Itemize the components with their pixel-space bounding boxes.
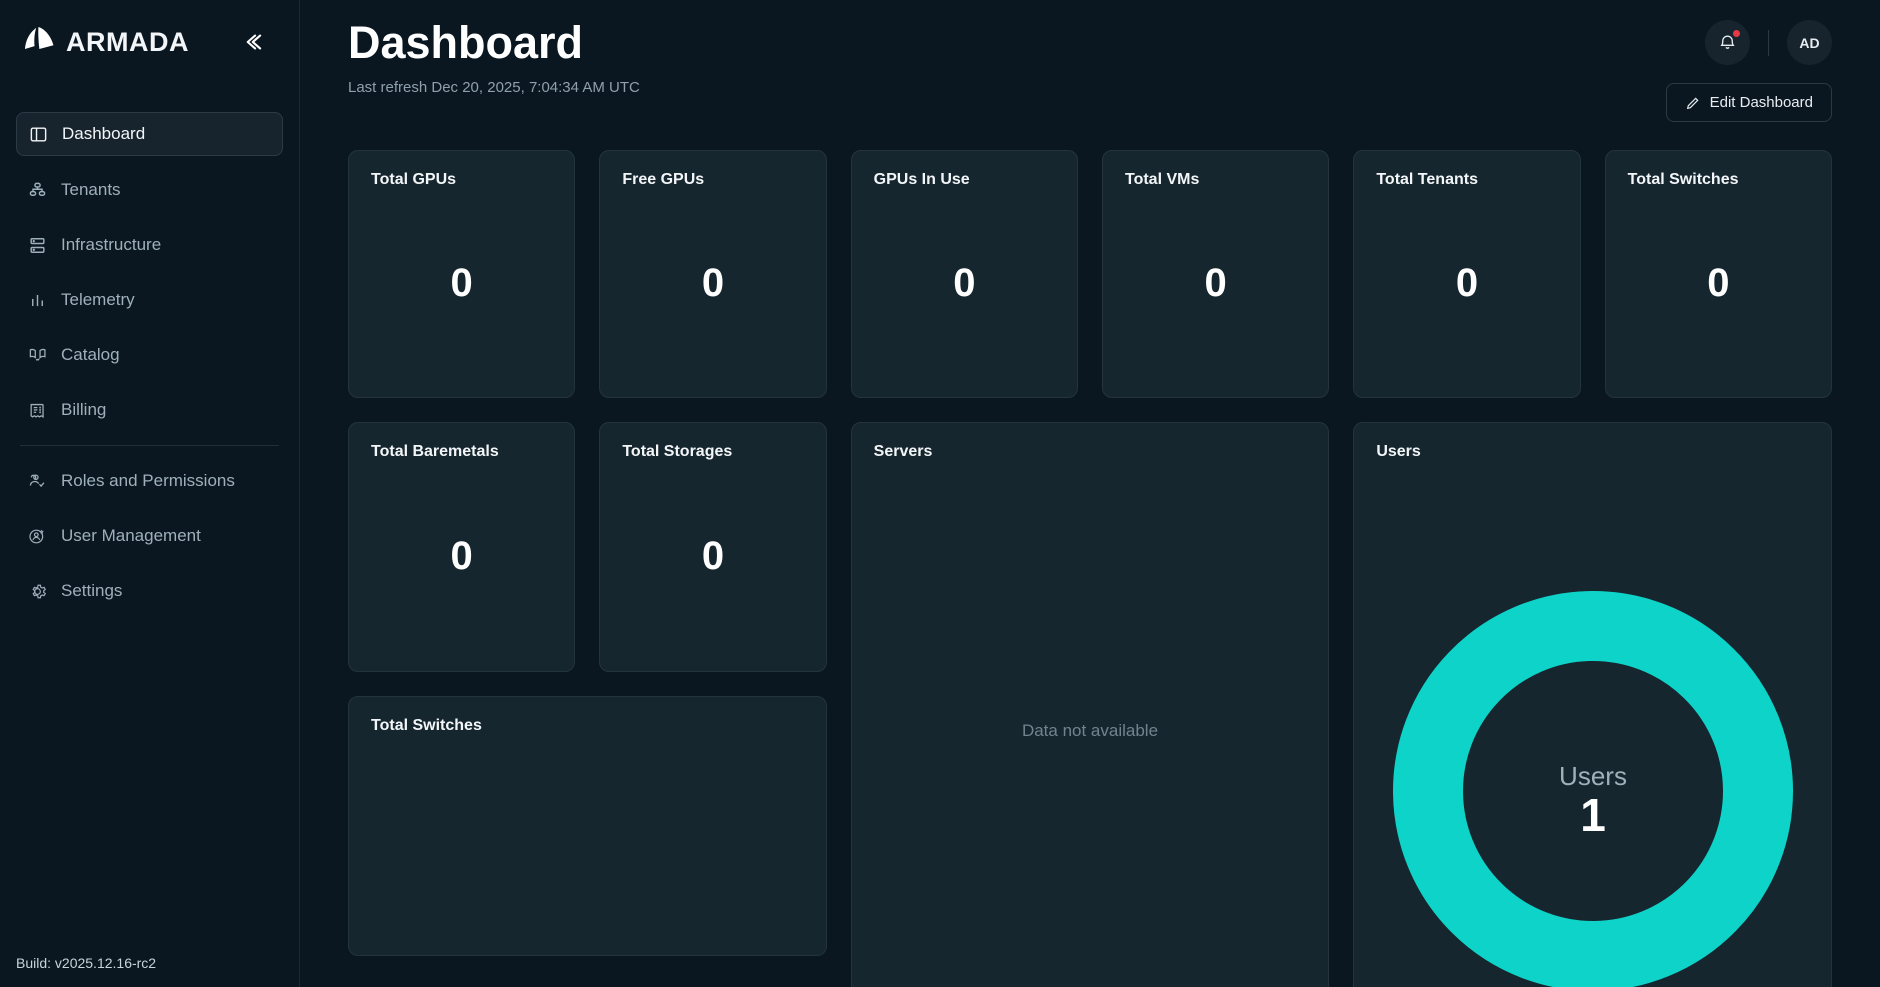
svg-text:Users: Users	[1559, 761, 1627, 791]
svg-text:1: 1	[1580, 789, 1606, 841]
